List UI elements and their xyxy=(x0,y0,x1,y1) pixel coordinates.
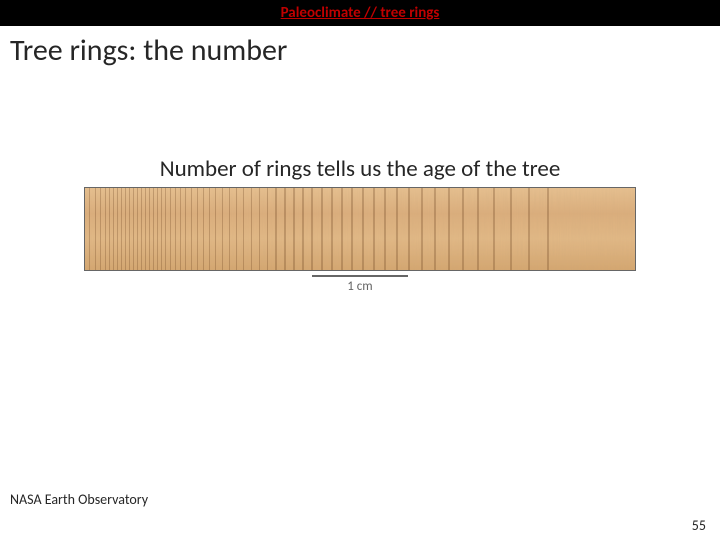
tree-ring xyxy=(434,188,436,270)
tree-ring xyxy=(396,188,398,270)
tree-ring xyxy=(321,188,323,270)
tree-ring xyxy=(341,188,343,270)
tree-ring xyxy=(373,188,375,270)
tree-ring xyxy=(229,188,230,270)
tree-ring xyxy=(408,188,410,270)
tree-ring xyxy=(100,188,101,270)
header-bar: Paleoclimate // tree rings xyxy=(0,0,720,26)
tree-ring xyxy=(293,188,295,270)
tree-ring xyxy=(203,188,204,270)
tree-ring xyxy=(421,188,423,270)
tree-ring xyxy=(145,188,146,270)
page-title: Tree rings: the number xyxy=(10,32,720,69)
tree-ring xyxy=(284,188,286,270)
tree-ring xyxy=(493,188,495,270)
tree-ring xyxy=(95,188,96,270)
wood-texture xyxy=(85,188,636,271)
tree-ring xyxy=(133,188,134,270)
tree-ring xyxy=(510,188,512,270)
tree-ring xyxy=(175,188,176,270)
tree-ring xyxy=(129,188,130,270)
tree-ring xyxy=(185,188,186,270)
tree-ring xyxy=(161,188,162,270)
tree-ring-image xyxy=(84,187,636,271)
tree-ring xyxy=(153,188,154,270)
image-credit: NASA Earth Observatory xyxy=(10,491,148,508)
tree-ring xyxy=(215,188,216,270)
tree-ring xyxy=(209,188,210,270)
tree-ring xyxy=(251,188,252,270)
tree-ring xyxy=(157,188,158,270)
tree-ring xyxy=(105,188,106,270)
tree-ring xyxy=(448,188,450,270)
tree-ring xyxy=(89,188,90,270)
tree-ring xyxy=(197,188,198,270)
tree-ring xyxy=(243,188,244,270)
tree-ring xyxy=(180,188,181,270)
tree-ring xyxy=(267,188,268,270)
tree-ring xyxy=(170,188,171,270)
page-number: 55 xyxy=(692,517,706,534)
tree-ring xyxy=(191,188,192,270)
tree-ring xyxy=(351,188,353,270)
tree-ring xyxy=(259,188,260,270)
tree-ring xyxy=(236,188,237,270)
scale: 1 cm xyxy=(0,275,720,294)
tree-ring xyxy=(137,188,138,270)
tree-ring xyxy=(125,188,126,270)
tree-ring xyxy=(477,188,479,270)
tree-ring xyxy=(141,188,142,270)
tree-ring xyxy=(117,188,118,270)
tree-ring xyxy=(121,188,122,270)
tree-ring xyxy=(331,188,333,270)
tree-ring xyxy=(384,188,386,270)
header-text: Paleoclimate // tree rings xyxy=(281,4,440,22)
tree-ring xyxy=(547,188,549,270)
tree-ring xyxy=(362,188,364,270)
tree-ring xyxy=(311,188,313,270)
tree-ring xyxy=(149,188,150,270)
tree-ring xyxy=(462,188,464,270)
tree-ring xyxy=(528,188,530,270)
subtitle: Number of rings tells us the age of the … xyxy=(0,155,720,183)
tree-ring xyxy=(113,188,114,270)
tree-ring xyxy=(109,188,110,270)
slide: Paleoclimate // tree rings Tree rings: t… xyxy=(0,0,720,540)
wood-image-wrap xyxy=(0,187,720,271)
scale-bar xyxy=(312,275,408,277)
tree-ring xyxy=(165,188,166,270)
tree-ring xyxy=(275,188,277,270)
tree-ring xyxy=(302,188,304,270)
scale-label: 1 cm xyxy=(347,279,372,294)
tree-ring xyxy=(222,188,223,270)
